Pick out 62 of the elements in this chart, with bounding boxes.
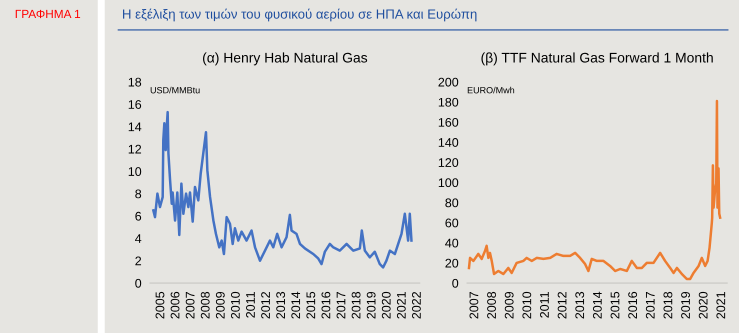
x-tick-label: 2012 <box>261 292 270 319</box>
y-tick-label: 100 <box>438 178 458 188</box>
text: Η εξέλιξη των τιμών του φυσικού αερίου σε ΗΠΑ και Ευρώπη <box>123 8 476 22</box>
x-tick-label: 2015 <box>306 292 316 319</box>
x-tick-label: 2014 <box>291 292 300 319</box>
x-tick-label: 2017 <box>336 292 346 319</box>
x-tick-label: 2022 <box>412 292 421 319</box>
x-tick-label: 2015 <box>610 292 620 319</box>
x-tick-label: 2021 <box>716 292 726 319</box>
chart-title: (β) TTF Natural Gas Forward 1 Month <box>481 52 713 66</box>
x-tick-label: 2012 <box>558 292 567 319</box>
x-tick-label: 2005 <box>156 292 164 319</box>
x-tick-label: 2017 <box>646 292 655 319</box>
x-tick-label: 2010 <box>522 292 532 319</box>
y-tick-label: 8 <box>135 189 142 198</box>
y-tick-label: 0 <box>452 278 458 288</box>
x-tick-label: 2008 <box>200 292 210 319</box>
x-tick-label: 2014 <box>592 292 602 319</box>
y-tick-label: 18 <box>128 78 142 87</box>
x-tick-label: 2019 <box>681 292 690 319</box>
line-series <box>152 110 413 269</box>
x-tick-label: 2016 <box>321 292 330 319</box>
y-tick-label: 80 <box>445 198 458 208</box>
chart-title: (α) Henry Hab Natural Gas <box>203 52 368 66</box>
y-tick-label: 120 <box>438 158 458 168</box>
y-tick-label: 140 <box>438 138 458 147</box>
x-tick-label: 2016 <box>628 292 638 319</box>
x-tick-label: 2011 <box>540 292 549 318</box>
y-tick-label: 14 <box>128 122 142 132</box>
y-tick-label: 180 <box>438 98 458 107</box>
y-tick-label: 4 <box>135 234 142 243</box>
x-tick-label: 2010 <box>230 292 240 319</box>
y-tick-label: 2 <box>135 256 142 266</box>
y-axis-title: USD/MMBtu <box>150 86 200 94</box>
text: ΓΡΑΦΗΜΑ 1 <box>16 10 80 18</box>
x-tick-label: 2011 <box>246 292 255 318</box>
x-tick-label: 2008 <box>487 292 496 319</box>
y-tick-label: 0 <box>135 278 142 288</box>
y-tick-label: 12 <box>128 144 142 154</box>
x-tick-label: 2020 <box>382 292 391 319</box>
y-tick-label: 20 <box>445 258 458 268</box>
y-axis-title: EURO/Mwh <box>468 86 514 94</box>
x-tick-label: 2007 <box>186 292 195 319</box>
y-tick-label: 16 <box>128 100 142 109</box>
x-tick-label: 2013 <box>276 292 286 319</box>
y-tick-label: 60 <box>445 218 458 228</box>
x-tick-label: 2006 <box>170 292 180 319</box>
x-tick-label: 2009 <box>504 292 514 319</box>
x-tick-label: 2009 <box>216 292 225 319</box>
x-tick-label: 2018 <box>352 292 360 319</box>
x-tick-label: 2021 <box>396 292 406 319</box>
x-tick-label: 2018 <box>663 292 672 319</box>
line-series <box>468 100 722 280</box>
y-tick-label: 200 <box>438 78 458 87</box>
x-tick-label: 2007 <box>469 292 478 319</box>
y-tick-label: 40 <box>445 238 458 248</box>
x-tick-label: 2013 <box>575 292 584 319</box>
x-tick-label: 2019 <box>366 292 376 319</box>
x-tick-label: 2020 <box>698 292 708 319</box>
y-tick-label: 10 <box>128 167 142 176</box>
y-tick-label: 6 <box>135 212 142 221</box>
y-tick-label: 160 <box>438 118 458 127</box>
